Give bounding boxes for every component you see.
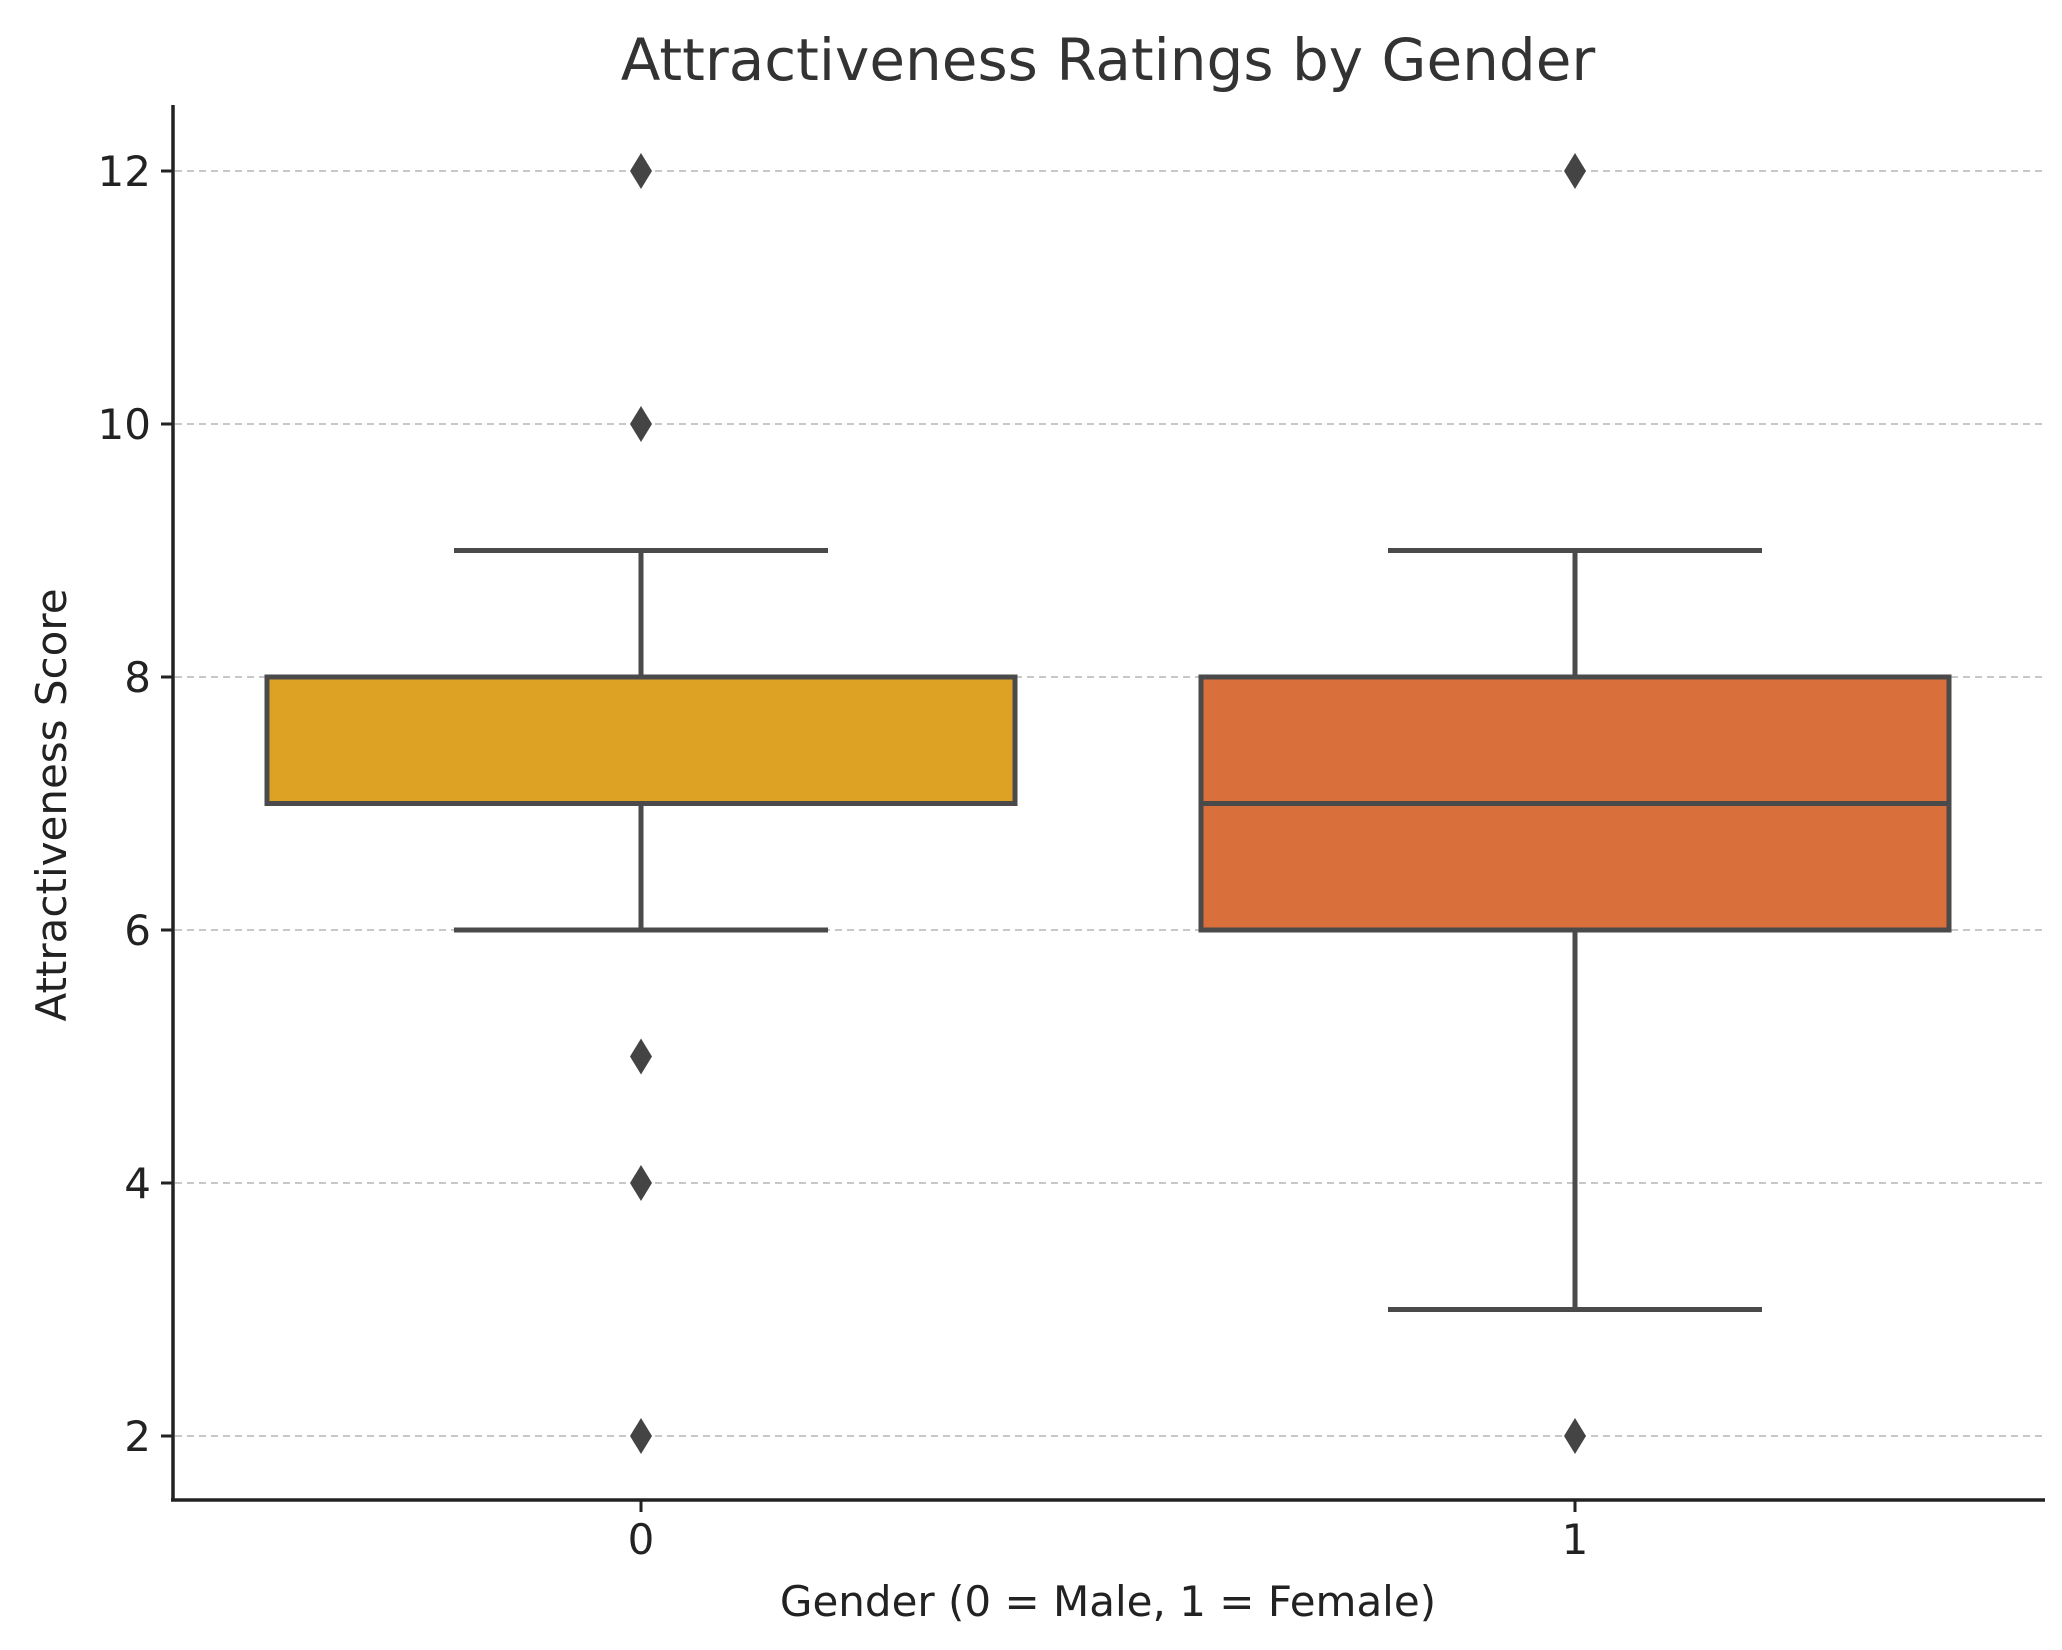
y-tick-label-8: 8: [124, 653, 151, 702]
y-tick-label-2: 2: [124, 1412, 151, 1461]
y-tick-label-4: 4: [124, 1159, 151, 1208]
y-tick-label-6: 6: [124, 906, 151, 955]
box-iqr-0: [264, 674, 1018, 806]
x-tick-label-1: 1: [1562, 1515, 1589, 1564]
y-axis-label: Attractiveness Score: [27, 588, 76, 1021]
x-axis-label: Gender (0 = Male, 1 = Female): [780, 1577, 1436, 1626]
outlier-1-1: [1564, 1418, 1586, 1454]
box-group-0: [264, 153, 1018, 1454]
outlier-0-0: [630, 153, 652, 189]
outlier-0-4: [630, 1418, 652, 1454]
y-tick-label-12: 12: [98, 147, 151, 196]
outlier-0-2: [630, 1038, 652, 1075]
box-group-1: [1198, 153, 1952, 1454]
outlier-0-3: [630, 1165, 652, 1201]
x-tick-label-0: 0: [628, 1515, 655, 1564]
outlier-0-1: [630, 406, 652, 442]
y-tick-label-10: 10: [98, 400, 151, 449]
outlier-1-0: [1564, 153, 1586, 189]
chart-title: Attractiveness Ratings by Gender: [621, 26, 1596, 94]
axes: [171, 105, 2045, 1502]
tick-labels: 2 4 6 8 10 12 0 1: [98, 147, 1589, 1564]
box-plots: [264, 153, 1952, 1454]
